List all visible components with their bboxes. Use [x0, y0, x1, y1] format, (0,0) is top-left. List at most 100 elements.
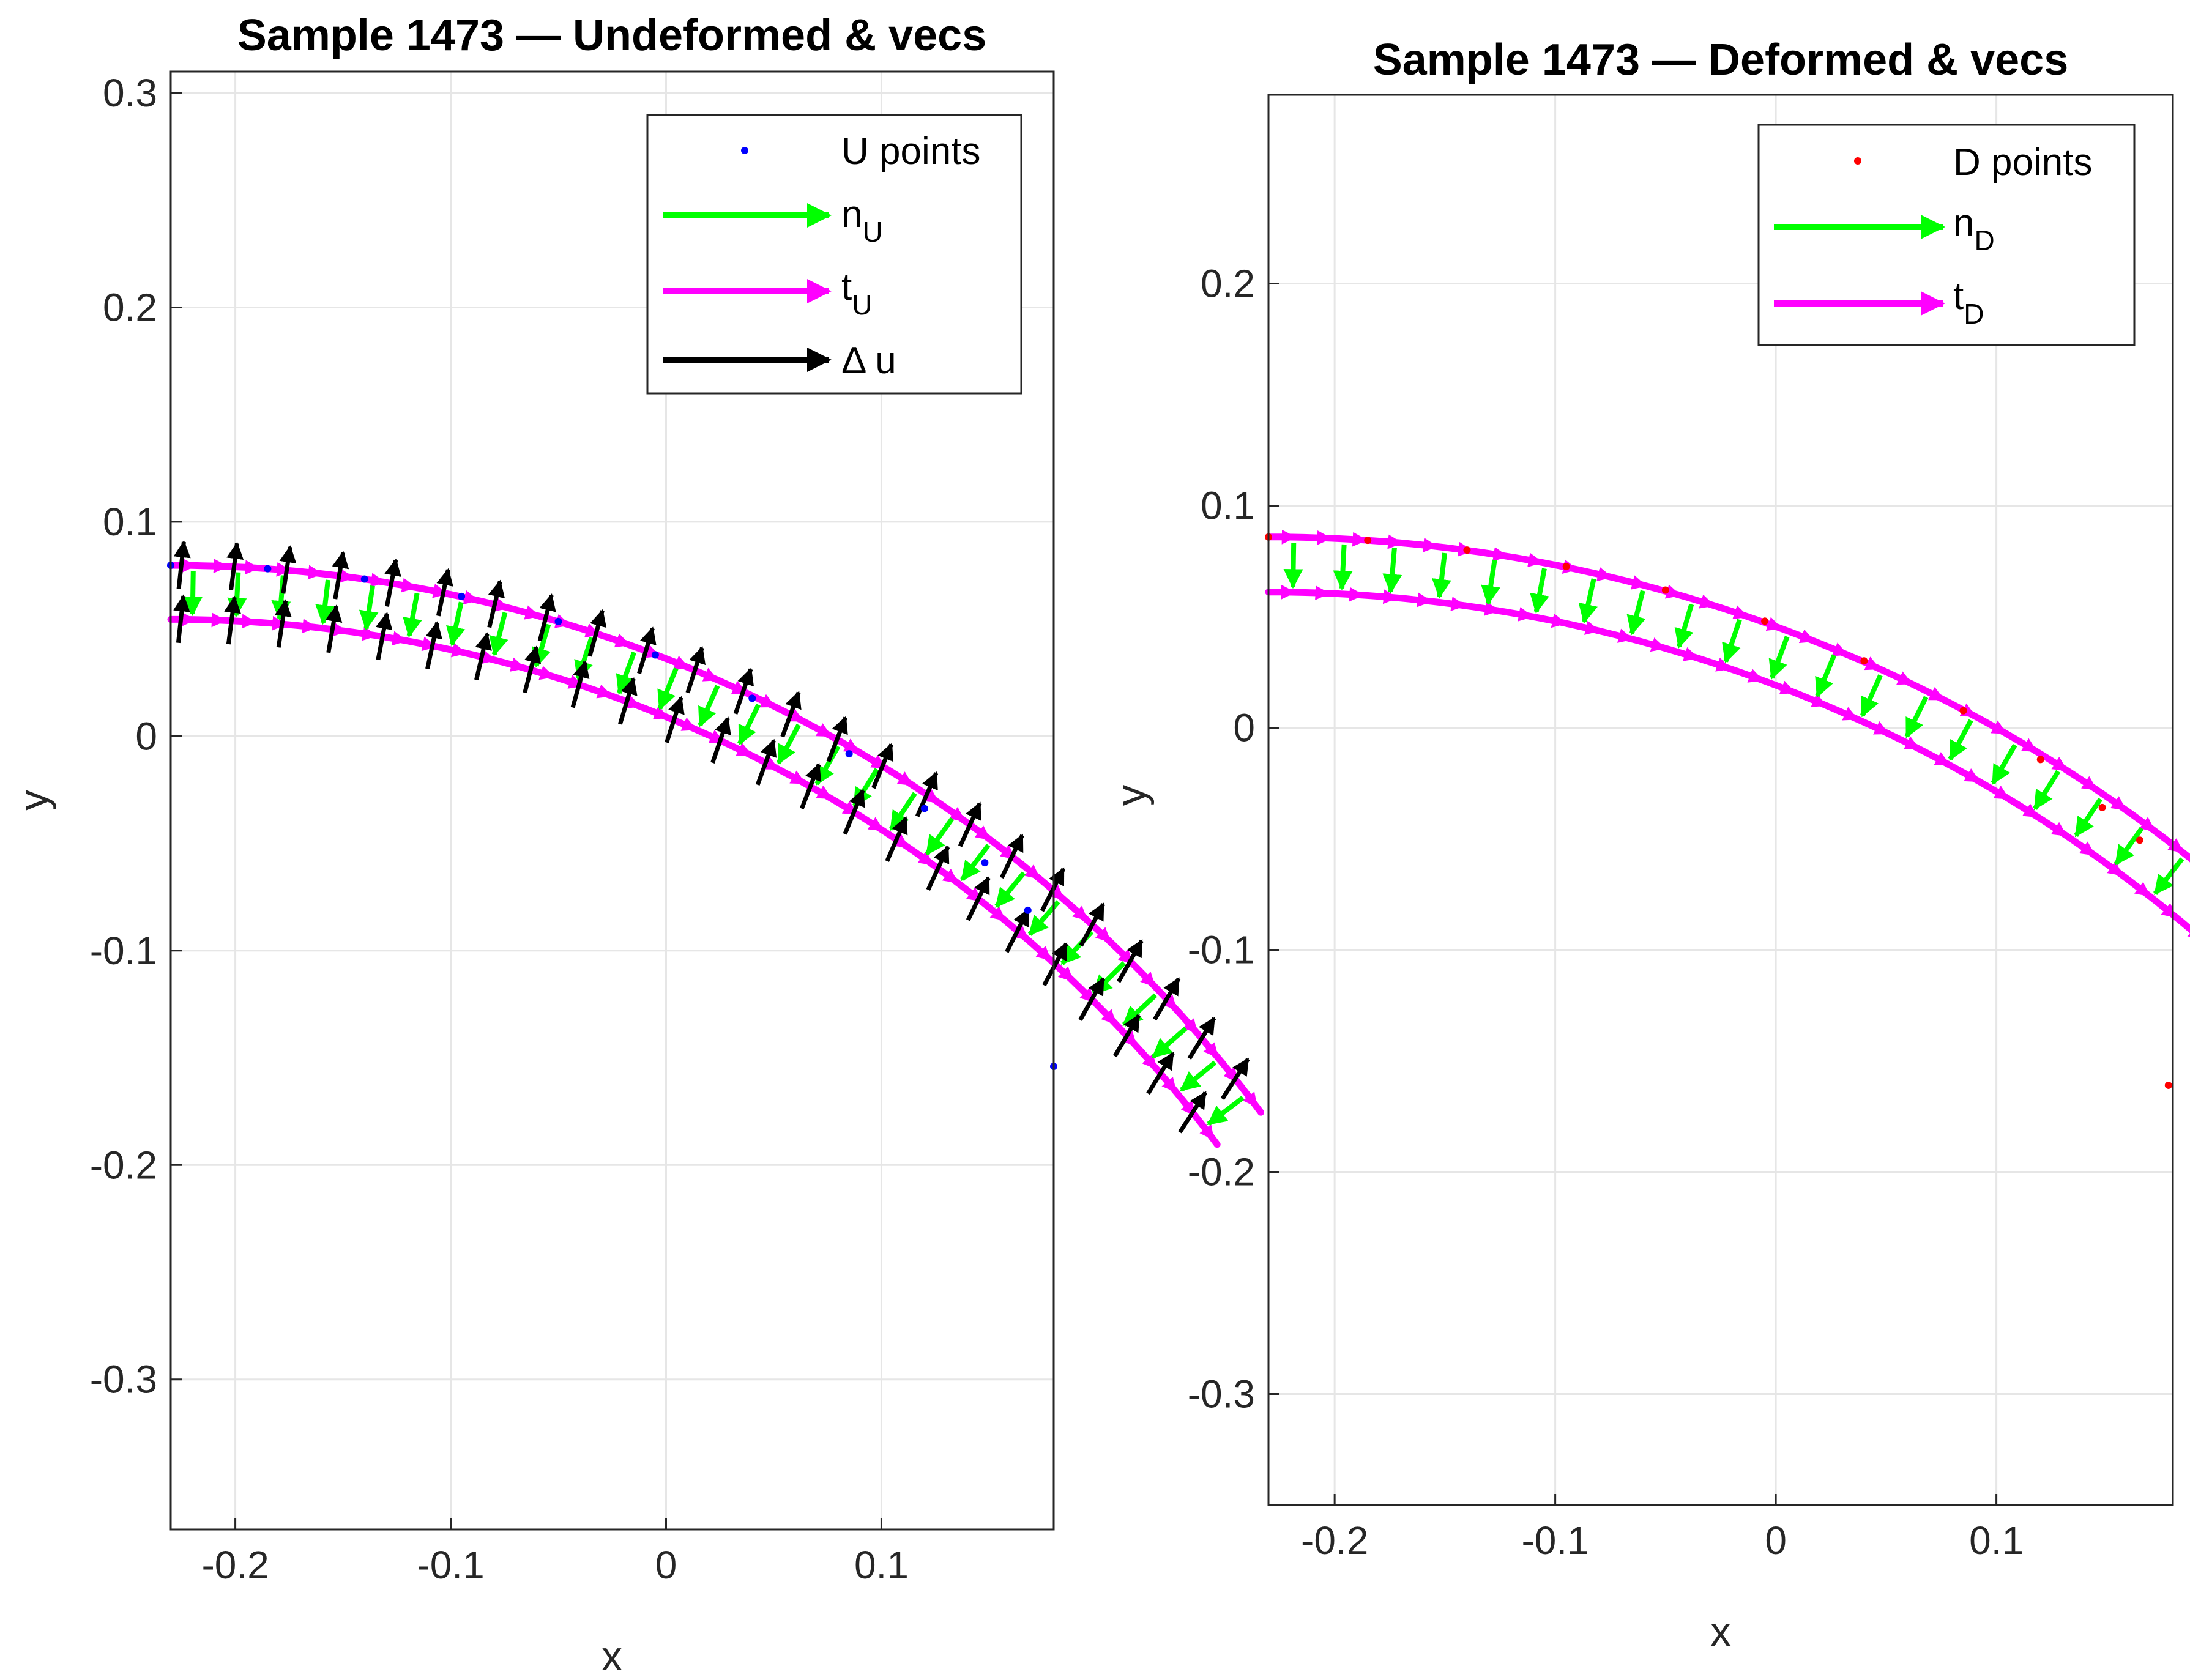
y-tick-label: -0.1 [1188, 928, 1255, 972]
legend-label-normal-sub: D [1974, 225, 1994, 256]
displacement-arrow [173, 540, 191, 589]
tangent-arrow [671, 655, 690, 670]
displacement-arrow [487, 579, 505, 628]
data-point [1661, 586, 1669, 594]
legend-label-tangent: tD [1953, 275, 1984, 330]
data-point [1761, 617, 1769, 625]
normal-arrow [1948, 719, 1973, 761]
displacement-arrow [915, 771, 939, 817]
data-point [264, 565, 272, 573]
displacement-arrow [1078, 977, 1106, 1021]
tangent-arrow [1242, 1091, 1258, 1108]
tangent-arrow [1902, 736, 1920, 751]
tangent-arrow [1614, 628, 1634, 643]
plot-data [167, 540, 1264, 1148]
normal-arrow [1578, 578, 1598, 624]
normal-arrow [960, 844, 991, 882]
legend-label-tangent-base: t [841, 266, 852, 308]
normal-arrow [776, 724, 801, 765]
chart-title: Sample 1473 — Undeformed & vecs [237, 11, 987, 60]
x-axis-label: x [602, 1633, 622, 1679]
legend-label-tangent-sub: U [852, 289, 872, 321]
tangent-arrow [1680, 647, 1699, 661]
y-tick-label: 0 [1233, 706, 1255, 750]
data-point [1364, 537, 1372, 545]
tangent-arrow [942, 868, 959, 884]
legend: D points nD tD [1757, 124, 2136, 346]
normal-arrow [2114, 827, 2144, 866]
displacement-arrow [474, 632, 492, 681]
axes-box [169, 70, 1055, 1531]
tangent-arrow [1992, 786, 2010, 801]
x-tick-label: 0.1 [1969, 1518, 2024, 1563]
x-tick-label: -0.1 [417, 1543, 484, 1587]
y-tick-label: 0.1 [103, 500, 157, 544]
normal-arrow [1768, 636, 1790, 680]
data-point [845, 750, 853, 758]
tangent-arrow [842, 738, 860, 754]
tangent-arrow [1647, 637, 1667, 652]
normal-arrow [1860, 674, 1883, 718]
tangent-arrow [2139, 817, 2156, 832]
normal-arrow [1991, 743, 2017, 785]
y-tick-label: 0 [135, 714, 157, 758]
displacement-arrow [710, 716, 731, 764]
tangent-arrow [1548, 613, 1567, 628]
normal-arrow [1530, 568, 1549, 614]
data-point [981, 859, 989, 867]
legend-marker-u-points [741, 147, 748, 154]
displacement-arrow [1153, 977, 1181, 1021]
tangent-arrow [367, 573, 386, 588]
data-point [2164, 1081, 2172, 1089]
tangent-arrow [1140, 972, 1156, 988]
data-point [651, 651, 659, 659]
x-tick-label: -0.1 [1521, 1518, 1588, 1563]
displacement-arrow [1116, 939, 1144, 983]
data-point [1860, 657, 1868, 665]
legend-label-normal: nD [1953, 202, 1995, 256]
tangent-arrow [1989, 720, 2007, 735]
tangent-arrow [209, 559, 229, 574]
displacement-arrow [958, 801, 982, 847]
normal-arrow [446, 601, 466, 647]
tangent-arrow [1797, 629, 1816, 644]
tangent-arrow [1926, 686, 1945, 701]
displacement-arrow [332, 551, 349, 600]
normal-arrow [2074, 797, 2103, 838]
displacement-arrow [617, 677, 638, 725]
deformed-chart: -0.2 -0.1 0 0.1 -0.3 -0.2 -0.1 0 0.1 0.2 Sample 1… [1108, 35, 2190, 1655]
tangent-arrow [1871, 721, 1890, 735]
tangent-arrow [1514, 607, 1533, 622]
x-tick-label: -0.2 [1301, 1518, 1368, 1563]
data-point [554, 617, 562, 625]
data-point [2136, 836, 2143, 844]
legend-label-tangent-base: t [1953, 275, 1964, 318]
displacement-arrow [685, 646, 706, 694]
tangent-arrow [1932, 752, 1951, 767]
displacement-arrow [224, 595, 241, 645]
legend-label-normal-base: n [1953, 202, 1974, 244]
displacement-arrow [226, 541, 244, 591]
legend-label-d-points: D points [1953, 141, 2092, 184]
normal-arrow [1382, 548, 1402, 594]
x-tick-label: 0 [1765, 1518, 1787, 1563]
tangent-arrow [389, 631, 408, 646]
undeformed-chart: -0.2 -0.1 0 0.1 -0.3 -0.2 -0.1 0 0.1 0.2 0.3 Sampl… [10, 11, 1264, 1679]
displacement-arrow [999, 833, 1024, 879]
normal-arrow [1180, 1060, 1217, 1092]
legend-label-normal-base: n [841, 193, 862, 236]
displacement-arrow [926, 845, 950, 891]
tangent-arrow [1489, 547, 1508, 562]
normal-arrow [1207, 1095, 1245, 1126]
y-tick-label: 0.2 [103, 285, 157, 329]
tangent-arrow [1809, 693, 1828, 707]
tangent-arrow [815, 785, 833, 800]
data-point [1562, 562, 1570, 570]
displacement-arrow [279, 545, 297, 594]
normal-arrow [315, 579, 335, 625]
tangent-arrow [1712, 657, 1732, 672]
normal-arrow [2033, 770, 2060, 811]
tangent-arrow [1413, 592, 1432, 608]
displacement-arrow [1220, 1057, 1250, 1100]
